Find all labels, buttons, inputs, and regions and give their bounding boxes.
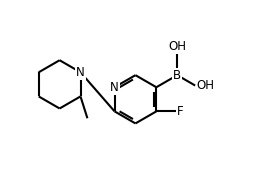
Text: F: F [177, 105, 184, 118]
Text: B: B [173, 69, 181, 82]
Text: N: N [110, 81, 119, 94]
Text: OH: OH [168, 40, 186, 53]
Text: N: N [76, 66, 85, 79]
Text: OH: OH [196, 79, 214, 92]
